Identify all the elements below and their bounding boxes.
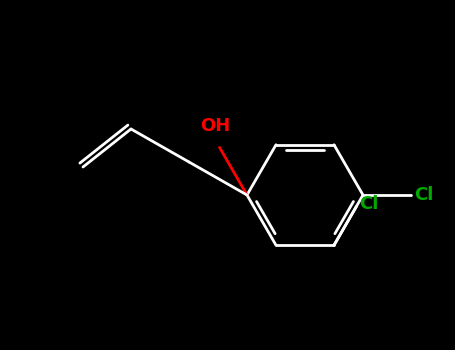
Text: Cl: Cl [359, 195, 379, 213]
Text: OH: OH [200, 117, 231, 135]
Text: Cl: Cl [414, 186, 433, 204]
